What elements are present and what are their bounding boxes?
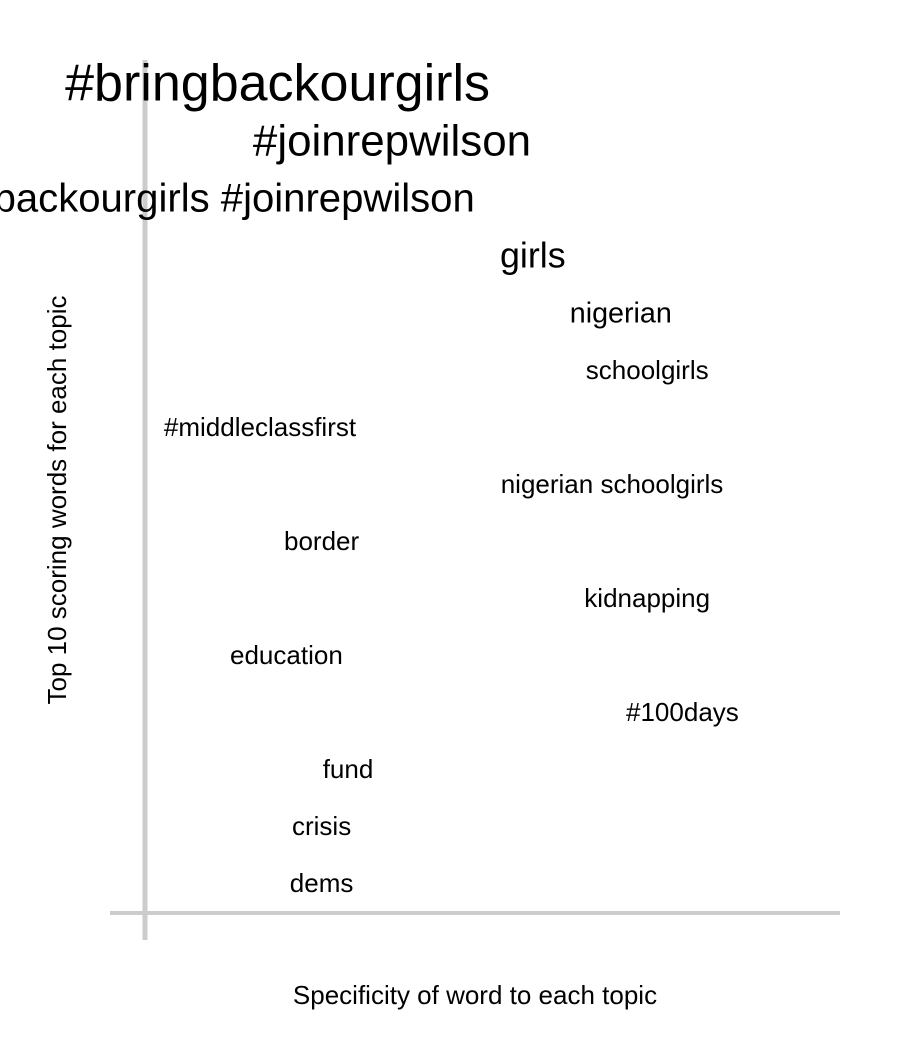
word-label: kidnapping: [584, 583, 710, 613]
word-label: border: [284, 526, 359, 556]
word-label: crisis: [292, 811, 351, 841]
word-label: fund: [323, 754, 374, 784]
word-label: nigerian: [570, 298, 672, 330]
word-label: girls: [500, 235, 566, 275]
y-axis-title: Top 10 scoring words for each topic: [42, 296, 72, 705]
word-labels-group: #bringbackourgirls#joinrepwilson bringbac…: [0, 55, 739, 898]
word-label: #joinrepwilson: [253, 117, 531, 166]
word-label: bringbackourgirls #joinrepwilson: [0, 177, 475, 221]
word-label: dems: [290, 868, 354, 898]
word-label: nigerian schoolgirls: [501, 469, 724, 499]
x-axis-title: Specificity of word to each topic: [293, 980, 657, 1010]
word-label: education: [230, 640, 343, 670]
word-label: #bringbackourgirls: [65, 55, 490, 113]
word-label: #100days: [626, 697, 739, 727]
word-label: #middleclassfirst: [164, 412, 357, 442]
word-label: schoolgirls: [586, 355, 709, 385]
